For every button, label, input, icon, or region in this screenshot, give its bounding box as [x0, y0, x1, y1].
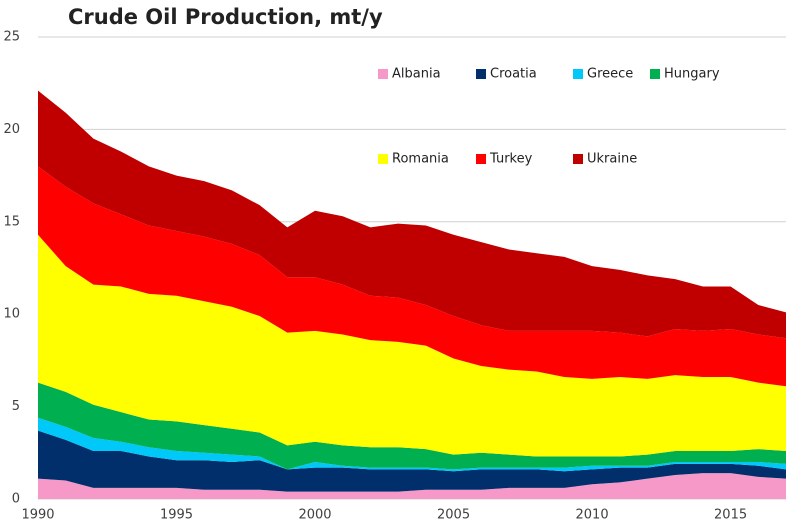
- legend-label: Greece: [587, 67, 633, 82]
- y-tick-label: 15: [3, 214, 20, 229]
- x-tick-label: 1995: [160, 508, 193, 523]
- areas: [38, 36, 786, 500]
- y-tick-label: 0: [12, 492, 20, 507]
- y-tick-label: 25: [3, 30, 20, 45]
- area: [38, 473, 786, 499]
- x-tick-label: 2005: [437, 508, 470, 523]
- legend-label: Turkey: [489, 152, 533, 167]
- y-tick-label: 20: [3, 122, 20, 137]
- legend-label: Hungary: [664, 67, 720, 82]
- y-tick-label: 5: [12, 399, 20, 414]
- legend-swatch: [476, 154, 486, 164]
- x-tick-label: 2015: [714, 508, 747, 523]
- area: [38, 234, 786, 457]
- area: [38, 166, 786, 387]
- legend-swatch: [378, 69, 388, 79]
- legend-swatch: [573, 154, 583, 164]
- y-tick-label: 10: [3, 307, 20, 322]
- legend-label: Albania: [392, 67, 441, 82]
- area: [38, 430, 786, 492]
- x-tick-label: 2010: [576, 508, 609, 523]
- area: [38, 417, 786, 472]
- x-tick-label: 2000: [298, 508, 331, 523]
- legend-label: Croatia: [490, 67, 537, 82]
- legend-swatch: [476, 69, 486, 79]
- area: [38, 382, 786, 470]
- legend-swatch: [573, 69, 583, 79]
- legend-label: Ukraine: [587, 152, 637, 167]
- chart-title: Crude Oil Production, mt/y: [68, 5, 383, 29]
- legend-swatch: [378, 154, 388, 164]
- x-tick-label: 1990: [21, 508, 54, 523]
- legend-swatch: [650, 69, 660, 79]
- area: [38, 90, 786, 339]
- legend-label: Romania: [392, 152, 449, 167]
